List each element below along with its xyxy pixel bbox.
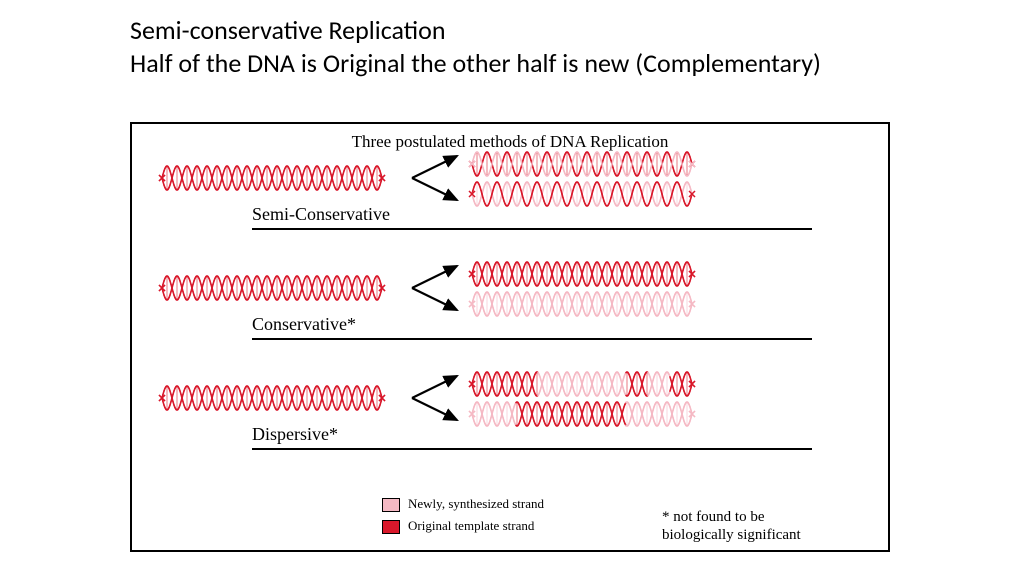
figure-title: Three postulated methods of DNA Replicat… <box>132 132 888 152</box>
helix-child-Dispersive-1 <box>472 400 692 428</box>
fork-arrow-icon <box>407 368 467 428</box>
method-divider <box>252 338 812 340</box>
slide-title: Semi-conservative Replication Half of th… <box>130 14 910 79</box>
legend-label: Original template strand <box>408 518 534 533</box>
method-label-Semi-Conservative: Semi-Conservative <box>252 204 390 225</box>
helix-child-Conservative-0 <box>472 260 692 288</box>
legend-item-original: Original template strand <box>382 518 534 534</box>
method-divider <box>252 448 812 450</box>
method-divider <box>252 228 812 230</box>
title-line-2: Half of the DNA is Original the other ha… <box>130 47 821 79</box>
method-label-Conservative: Conservative* <box>252 314 356 335</box>
footnote: * not found to be biologically significa… <box>662 508 801 544</box>
legend-swatch-icon <box>382 520 400 534</box>
legend-item-new: Newly, synthesized strand <box>382 496 544 512</box>
helix-parent-Dispersive <box>162 384 382 412</box>
method-label-Dispersive: Dispersive* <box>252 424 338 445</box>
helix-parent-Semi-Conservative <box>162 164 382 192</box>
helix-child-Semi-Conservative-0 <box>472 150 692 178</box>
fork-arrow-icon <box>407 258 467 318</box>
figure-panel: Three postulated methods of DNA Replicat… <box>130 122 890 552</box>
legend-swatch-icon <box>382 498 400 512</box>
legend-label: Newly, synthesized strand <box>408 496 544 511</box>
helix-child-Dispersive-0 <box>472 370 692 398</box>
helix-child-Conservative-1 <box>472 290 692 318</box>
helix-child-Semi-Conservative-1 <box>472 180 692 208</box>
fork-arrow-icon <box>407 148 467 208</box>
title-line-1: Semi-conservative Replication <box>130 14 446 46</box>
helix-parent-Conservative <box>162 274 382 302</box>
